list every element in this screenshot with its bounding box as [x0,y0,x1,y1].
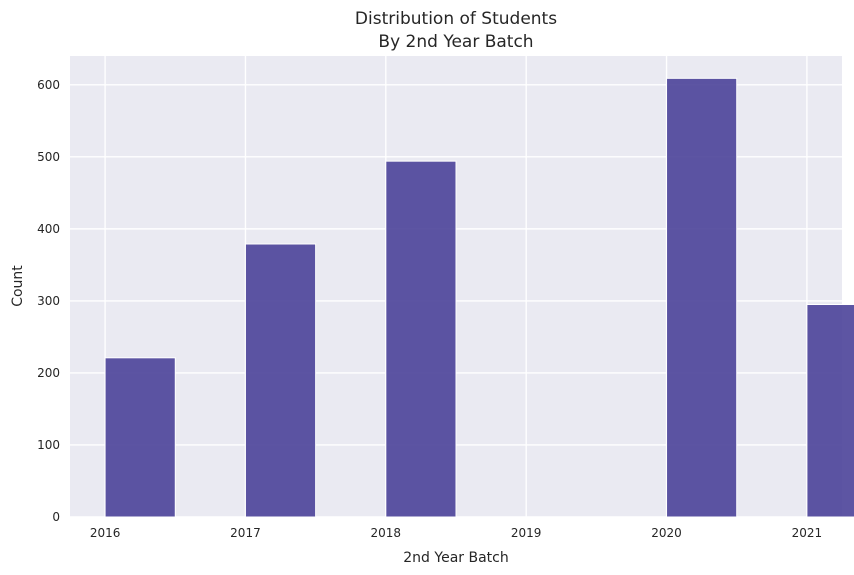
bar-1 [244,243,317,518]
x-tick-label: 2021 [792,526,823,540]
x-tick-label: 2020 [651,526,682,540]
x-tick-label: 2017 [230,526,261,540]
y-tick-label: 200 [37,366,60,380]
y-tick-label: 100 [37,438,60,452]
x-tick-label: 2018 [371,526,402,540]
y-tick-label: 300 [37,294,60,308]
bar-2 [385,160,457,518]
chart-title-line-2: By 2nd Year Batch [378,32,533,52]
chart-title-line-1: Distribution of Students [355,9,557,29]
x-axis-label: 2nd Year Batch [403,550,508,566]
bar-4 [806,304,854,518]
bar-3 [666,77,738,518]
y-tick-label: 500 [37,150,60,164]
y-tick-label: 600 [37,78,60,92]
y-tick-label: 0 [52,510,60,524]
x-tick-labels: 2016 2017 2018 2019 2020 2021 [90,526,822,540]
bars [104,77,854,518]
y-axis-label: Count [10,265,26,307]
bar-0 [104,357,176,518]
y-tick-label: 400 [37,222,60,236]
x-tick-label: 2016 [90,526,121,540]
y-tick-labels: 0 100 200 300 400 500 600 [37,78,60,524]
x-tick-label: 2019 [511,526,542,540]
